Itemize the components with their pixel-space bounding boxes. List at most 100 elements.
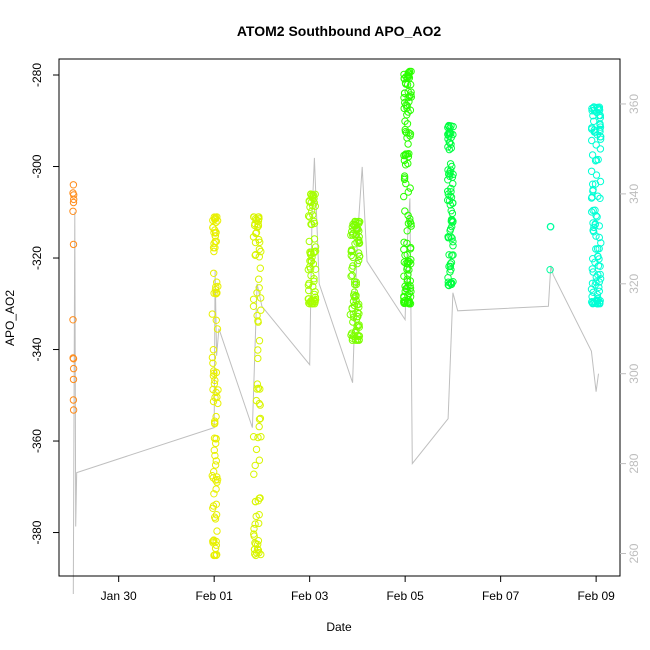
data-point-8-36 [596,145,605,153]
data-point-0-8 [69,207,77,216]
data-point-4-62 [349,262,357,270]
data-point-3-66 [309,299,317,308]
data-point-5-111 [404,296,413,304]
data-point-1-65 [212,439,220,448]
data-point-8-52 [590,223,598,232]
data-point-8-101 [595,222,603,230]
data-point-5-84 [404,88,412,96]
data-point-8-18 [588,265,596,273]
data-point-8-107 [596,135,605,143]
data-point-7-2 [546,222,555,231]
data-point-6-68 [445,138,453,147]
data-point-0-6 [69,406,78,414]
data-point-6-71 [445,262,453,271]
y-axis: -380 -360 -340 -320 -300 -280 [30,63,59,545]
data-point-2-78 [251,497,260,506]
data-point-2-43 [251,520,259,528]
x-axis: Jan 30 Feb 01 Feb 03 Feb 05 Feb 07 Feb 09 [101,576,615,603]
data-point-5-91 [404,219,413,228]
data-point-1-25 [212,485,220,493]
y-right-tick-label-2: 300 [627,363,641,383]
data-point-5-117 [403,227,411,235]
data-point-5-114 [404,140,412,148]
data-point-3-10 [304,281,313,289]
data-point-0-10 [69,316,77,324]
data-point-6-33 [449,238,457,246]
data-point-5-101 [401,79,410,87]
data-point-0-7 [69,396,78,404]
data-point-1-60 [211,237,219,246]
data-point-4-59 [355,219,363,228]
data-point-2-68 [254,213,262,221]
data-point-8-74 [588,136,596,145]
data-point-3-35 [311,190,319,199]
data-point-8-22 [596,194,604,203]
data-point-1-69 [212,457,221,465]
data-point-8-1 [593,213,601,221]
data-point-5-94 [400,172,409,180]
data-point-4-77 [351,232,360,240]
data-point-1-85 [212,316,221,324]
data-point-3-68 [305,295,313,303]
data-point-8-72 [589,187,597,195]
data-point-2-0 [254,433,262,442]
data-point-5-88 [400,94,408,102]
data-point-2-63 [249,295,258,303]
data-point-8-39 [592,171,601,179]
data-point-0-13 [70,191,78,199]
data-point-6-74 [449,122,457,131]
data-point-4-84 [352,315,361,323]
data-point-2-37 [254,318,262,326]
data-point-2-79 [250,524,258,533]
data-point-1-68 [213,278,221,286]
data-point-2-73 [252,228,261,237]
data-point-3-63 [308,201,317,210]
data-point-6-67 [447,129,455,138]
data-point-2-47 [253,289,261,297]
y-tick-label-2: -340 [30,337,44,361]
data-point-2-56 [257,247,265,256]
data-point-4-69 [347,251,355,260]
data-point-6-42 [445,251,453,259]
data-point-6-63 [444,274,452,282]
x-tick-label-0: Jan 30 [101,589,137,603]
x-tick-label-4: Feb 07 [482,589,520,603]
data-point-1-89 [213,217,222,225]
data-point-6-77 [446,192,454,200]
data-point-0-12 [69,354,77,362]
data-point-2-59 [254,537,263,545]
data-point-2-64 [250,532,258,540]
data-point-5-118 [404,153,413,161]
data-point-1-18 [210,490,218,498]
data-point-2-39 [254,354,262,363]
data-point-4-65 [350,301,359,310]
data-point-1-62 [211,393,219,402]
data-point-5-89 [401,98,409,107]
data-point-8-68 [595,233,603,242]
data-point-6-76 [445,145,453,154]
data-point-8-32 [587,167,596,176]
data-point-8-77 [588,124,596,132]
data-point-2-45 [252,396,261,405]
data-point-1-83 [209,385,217,394]
y-tick-label-1: -360 [30,429,44,453]
y-tick-label-5: -280 [30,63,44,87]
data-point-2-42 [255,245,264,254]
data-point-3-49 [310,217,318,226]
data-point-8-8 [592,232,600,240]
data-point-6-79 [448,234,456,242]
y-right-tick-label-1: 280 [627,453,641,473]
data-point-5-103 [406,130,415,138]
data-point-8-109 [594,252,602,261]
data-point-1-1 [213,527,221,535]
data-point-1-88 [211,476,220,484]
data-point-5-6 [400,192,408,201]
data-point-4-87 [352,280,360,289]
data-point-8-106 [590,103,598,111]
y-tick-label-3: -320 [30,246,44,270]
data-point-8-87 [591,180,600,188]
data-point-2-40 [255,422,263,431]
data-point-5-108 [405,92,414,101]
data-point-2-30 [250,470,258,478]
